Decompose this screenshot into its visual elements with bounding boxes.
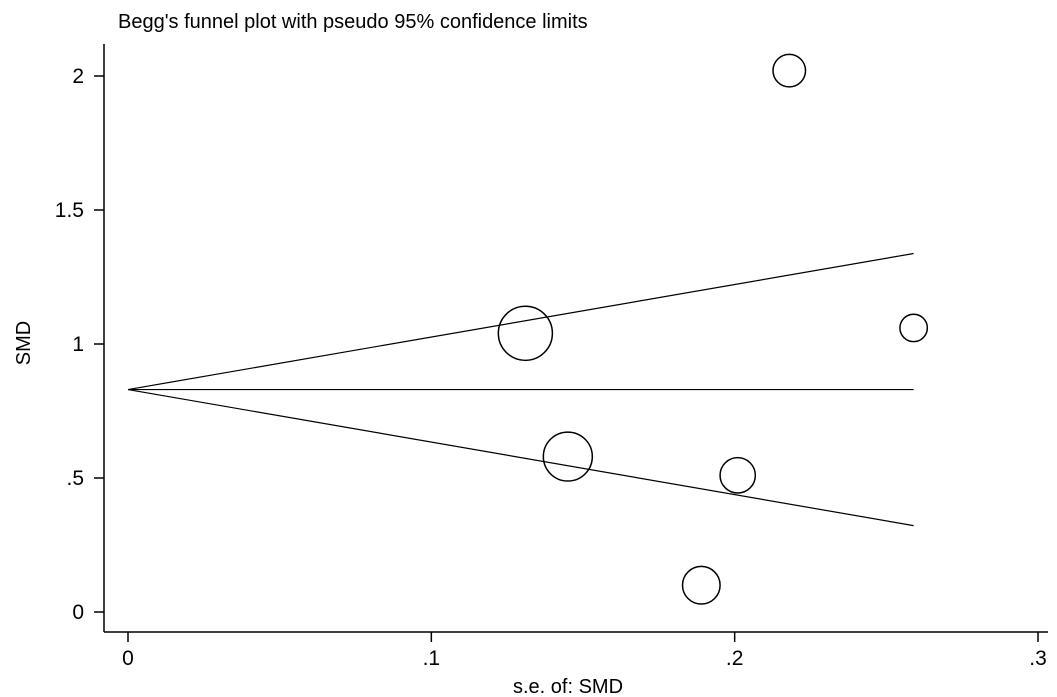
study-point [681, 565, 721, 605]
x-tick-label: .2 [726, 647, 744, 670]
study-point [497, 305, 554, 362]
study-point [542, 431, 594, 482]
study-point [719, 456, 757, 494]
y-axis-title: SMD [13, 321, 35, 365]
upper-confidence-limit-line [127, 252, 914, 391]
y-tick-label: .5 [66, 467, 84, 490]
y-tick-label: 0 [72, 601, 84, 624]
chart-title: Begg's funnel plot with pseudo 95% confi… [118, 11, 588, 33]
plot-area: 0 .5 1 1.5 2 0 .1 .2 .3 [55, 44, 1048, 670]
lower-confidence-limit-line [127, 388, 914, 527]
x-tick-label: .1 [423, 647, 441, 670]
x-tick-label: 0 [122, 647, 134, 670]
y-tick-label: 2 [72, 65, 84, 88]
x-axis-title: s.e. of: SMD [513, 676, 623, 697]
study-point [772, 53, 807, 88]
x-tick-label: .3 [1029, 647, 1047, 670]
study-point [899, 313, 929, 343]
y-tick-label: 1 [72, 333, 84, 356]
y-tick-label: 1.5 [55, 199, 84, 222]
